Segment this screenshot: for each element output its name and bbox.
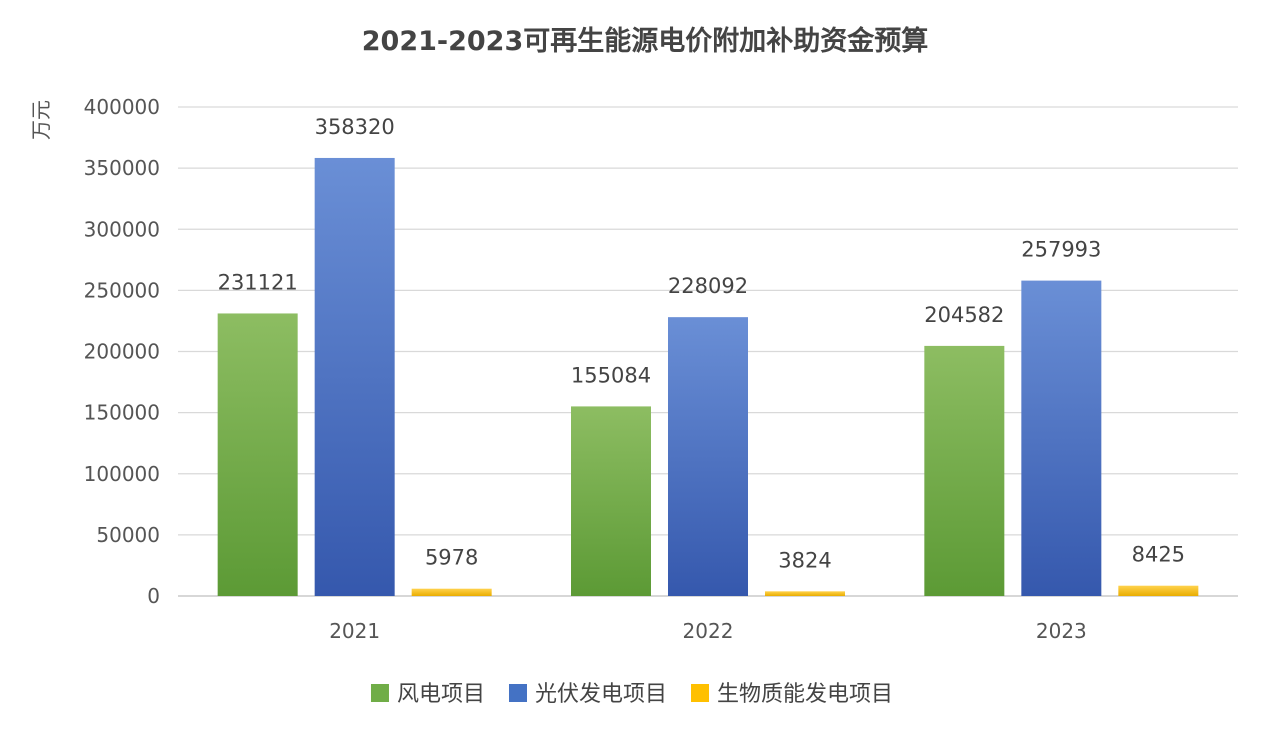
y-tick-label: 300000 xyxy=(84,217,160,241)
bar xyxy=(765,591,845,596)
bar xyxy=(314,157,395,596)
y-axis-label: 万元 xyxy=(29,100,53,140)
data-label: 204582 xyxy=(924,303,1004,327)
legend-label: 风电项目 xyxy=(397,682,485,707)
data-label: 3824 xyxy=(778,548,831,572)
legend: 风电项目 光伏发电项目 生物质能发电项目 xyxy=(370,682,893,707)
y-tick-label: 400000 xyxy=(84,95,160,119)
bar xyxy=(411,588,492,596)
x-axis-ticks: 2021 2022 2023 xyxy=(329,619,1087,643)
y-tick-label: 350000 xyxy=(84,156,160,180)
y-tick-label: 100000 xyxy=(84,462,160,486)
bar xyxy=(1118,585,1199,596)
y-tick-label: 250000 xyxy=(84,278,160,302)
chart-title: 2021-2023可再生能源电价附加补助资金预算 xyxy=(362,25,929,57)
legend-label: 光伏发电项目 xyxy=(535,682,667,707)
data-label: 5978 xyxy=(425,546,478,570)
x-tick-label: 2022 xyxy=(683,619,734,643)
legend-label: 生物质能发电项目 xyxy=(717,682,893,707)
data-labels: 231121 358320 5978 155084 228092 3824 204582 25… xyxy=(218,115,1185,572)
data-label: 8425 xyxy=(1132,543,1185,567)
data-label: 228092 xyxy=(668,274,748,298)
bar xyxy=(571,406,651,596)
data-label: 231121 xyxy=(218,270,298,294)
legend-item: 光伏发电项目 xyxy=(508,682,667,707)
bar xyxy=(668,317,748,596)
y-axis-ticks: 0 50000 100000 150000 200000 250000 300000 3500… xyxy=(84,95,160,608)
y-tick-label: 0 xyxy=(147,584,160,608)
legend-item: 风电项目 xyxy=(370,682,485,707)
bar xyxy=(1021,280,1102,596)
bars xyxy=(217,157,1199,596)
legend-swatch xyxy=(691,684,710,702)
y-tick-label: 150000 xyxy=(84,401,160,425)
bar xyxy=(217,313,298,596)
y-tick-label: 200000 xyxy=(84,340,160,364)
y-tick-label: 50000 xyxy=(96,523,160,547)
data-label: 155084 xyxy=(571,363,651,387)
x-tick-label: 2021 xyxy=(329,619,380,643)
data-label: 358320 xyxy=(315,115,395,139)
x-tick-label: 2023 xyxy=(1036,619,1087,643)
data-label: 257993 xyxy=(1021,238,1101,262)
legend-swatch xyxy=(508,684,527,702)
bar xyxy=(924,345,1005,596)
legend-item: 生物质能发电项目 xyxy=(691,682,893,707)
legend-swatch xyxy=(370,684,389,702)
